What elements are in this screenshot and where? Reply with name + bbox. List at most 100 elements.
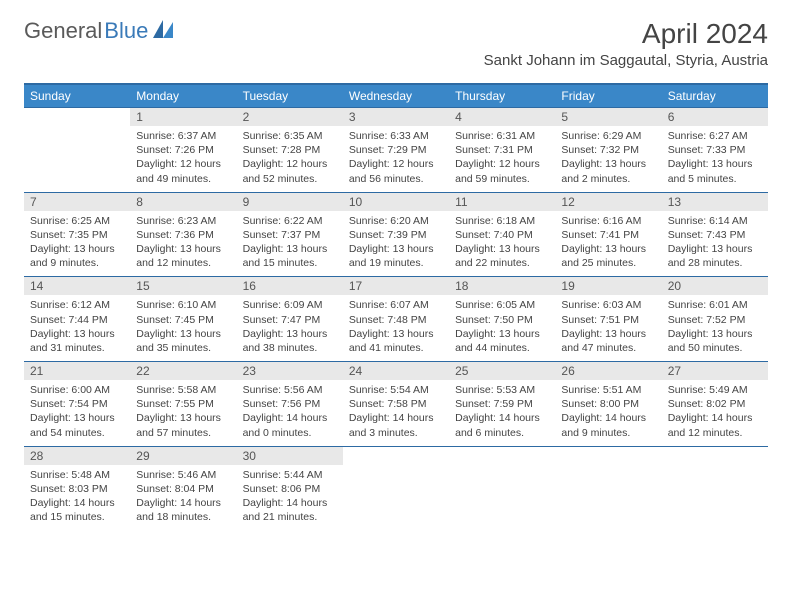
day-detail-cell: Sunrise: 6:09 AMSunset: 7:47 PMDaylight:… — [237, 295, 343, 361]
day-detail-cell — [555, 465, 661, 531]
day-detail-cell: Sunrise: 6:37 AMSunset: 7:26 PMDaylight:… — [130, 126, 236, 192]
day-number-cell: 29 — [130, 446, 236, 465]
day-detail-cell: Sunrise: 6:14 AMSunset: 7:43 PMDaylight:… — [662, 211, 768, 277]
day-detail-cell — [343, 465, 449, 531]
sunset-text: Sunset: 7:28 PM — [243, 143, 337, 157]
daylight-text: Daylight: 14 hours and 0 minutes. — [243, 411, 337, 439]
sunrise-text: Sunrise: 6:37 AM — [136, 129, 230, 143]
daylight-text: Daylight: 13 hours and 9 minutes. — [30, 242, 124, 270]
day-detail-cell: Sunrise: 6:18 AMSunset: 7:40 PMDaylight:… — [449, 211, 555, 277]
daylight-text: Daylight: 14 hours and 18 minutes. — [136, 496, 230, 524]
day-number-cell: 17 — [343, 277, 449, 296]
day-detail-cell: Sunrise: 6:20 AMSunset: 7:39 PMDaylight:… — [343, 211, 449, 277]
day-detail-cell: Sunrise: 6:35 AMSunset: 7:28 PMDaylight:… — [237, 126, 343, 192]
daylight-text: Daylight: 13 hours and 31 minutes. — [30, 327, 124, 355]
daylight-text: Daylight: 13 hours and 57 minutes. — [136, 411, 230, 439]
day-number-cell: 9 — [237, 192, 343, 211]
day-detail-cell: Sunrise: 6:07 AMSunset: 7:48 PMDaylight:… — [343, 295, 449, 361]
sunrise-text: Sunrise: 5:56 AM — [243, 383, 337, 397]
day-number-cell: 14 — [24, 277, 130, 296]
day-detail-row: Sunrise: 6:37 AMSunset: 7:26 PMDaylight:… — [24, 126, 768, 192]
day-number-cell: 20 — [662, 277, 768, 296]
day-number-cell: 10 — [343, 192, 449, 211]
sunset-text: Sunset: 7:40 PM — [455, 228, 549, 242]
day-detail-row: Sunrise: 5:48 AMSunset: 8:03 PMDaylight:… — [24, 465, 768, 531]
day-detail-cell: Sunrise: 5:49 AMSunset: 8:02 PMDaylight:… — [662, 380, 768, 446]
sunrise-text: Sunrise: 6:09 AM — [243, 298, 337, 312]
weekday-header: Thursday — [449, 84, 555, 108]
sunrise-text: Sunrise: 5:53 AM — [455, 383, 549, 397]
day-number-cell: 11 — [449, 192, 555, 211]
sunrise-text: Sunrise: 6:00 AM — [30, 383, 124, 397]
sunrise-text: Sunrise: 6:27 AM — [668, 129, 762, 143]
sunset-text: Sunset: 7:29 PM — [349, 143, 443, 157]
sunrise-text: Sunrise: 6:31 AM — [455, 129, 549, 143]
sunrise-text: Sunrise: 6:12 AM — [30, 298, 124, 312]
day-detail-cell: Sunrise: 6:33 AMSunset: 7:29 PMDaylight:… — [343, 126, 449, 192]
day-detail-row: Sunrise: 6:25 AMSunset: 7:35 PMDaylight:… — [24, 211, 768, 277]
day-number-cell — [24, 108, 130, 127]
sunset-text: Sunset: 7:37 PM — [243, 228, 337, 242]
sunset-text: Sunset: 7:31 PM — [455, 143, 549, 157]
brand-general: General — [24, 18, 102, 44]
day-number-cell: 2 — [237, 108, 343, 127]
day-detail-cell: Sunrise: 5:54 AMSunset: 7:58 PMDaylight:… — [343, 380, 449, 446]
sunrise-text: Sunrise: 6:14 AM — [668, 214, 762, 228]
sunrise-text: Sunrise: 6:05 AM — [455, 298, 549, 312]
day-detail-cell: Sunrise: 6:22 AMSunset: 7:37 PMDaylight:… — [237, 211, 343, 277]
daylight-text: Daylight: 13 hours and 50 minutes. — [668, 327, 762, 355]
sunset-text: Sunset: 8:04 PM — [136, 482, 230, 496]
day-number-row: 78910111213 — [24, 192, 768, 211]
sunset-text: Sunset: 8:06 PM — [243, 482, 337, 496]
day-number-cell: 18 — [449, 277, 555, 296]
day-number-cell: 19 — [555, 277, 661, 296]
day-number-cell: 13 — [662, 192, 768, 211]
day-detail-cell: Sunrise: 5:56 AMSunset: 7:56 PMDaylight:… — [237, 380, 343, 446]
sunset-text: Sunset: 7:58 PM — [349, 397, 443, 411]
day-number-cell: 26 — [555, 362, 661, 381]
day-number-row: 282930 — [24, 446, 768, 465]
weekday-header: Wednesday — [343, 84, 449, 108]
sunrise-text: Sunrise: 5:54 AM — [349, 383, 443, 397]
sunrise-text: Sunrise: 6:18 AM — [455, 214, 549, 228]
day-detail-cell: Sunrise: 6:10 AMSunset: 7:45 PMDaylight:… — [130, 295, 236, 361]
brand-mark-icon — [153, 20, 175, 43]
sunset-text: Sunset: 7:41 PM — [561, 228, 655, 242]
daylight-text: Daylight: 14 hours and 6 minutes. — [455, 411, 549, 439]
day-number-cell: 1 — [130, 108, 236, 127]
sunrise-text: Sunrise: 5:46 AM — [136, 468, 230, 482]
sunset-text: Sunset: 7:59 PM — [455, 397, 549, 411]
weekday-header: Saturday — [662, 84, 768, 108]
daylight-text: Daylight: 12 hours and 59 minutes. — [455, 157, 549, 185]
day-detail-cell: Sunrise: 5:46 AMSunset: 8:04 PMDaylight:… — [130, 465, 236, 531]
day-number-cell — [662, 446, 768, 465]
sunset-text: Sunset: 8:02 PM — [668, 397, 762, 411]
sunrise-text: Sunrise: 6:10 AM — [136, 298, 230, 312]
title-block: April 2024 Sankt Johann im Saggautal, St… — [484, 18, 768, 69]
brand-logo: General Blue — [24, 18, 175, 44]
day-number-cell — [449, 446, 555, 465]
day-number-cell: 5 — [555, 108, 661, 127]
sunset-text: Sunset: 8:03 PM — [30, 482, 124, 496]
sunset-text: Sunset: 7:51 PM — [561, 313, 655, 327]
sunset-text: Sunset: 7:35 PM — [30, 228, 124, 242]
day-number-cell: 22 — [130, 362, 236, 381]
daylight-text: Daylight: 12 hours and 49 minutes. — [136, 157, 230, 185]
day-detail-cell: Sunrise: 5:58 AMSunset: 7:55 PMDaylight:… — [130, 380, 236, 446]
sunrise-text: Sunrise: 5:51 AM — [561, 383, 655, 397]
day-number-cell: 8 — [130, 192, 236, 211]
daylight-text: Daylight: 14 hours and 15 minutes. — [30, 496, 124, 524]
sunrise-text: Sunrise: 6:29 AM — [561, 129, 655, 143]
day-detail-cell: Sunrise: 6:01 AMSunset: 7:52 PMDaylight:… — [662, 295, 768, 361]
sunrise-text: Sunrise: 6:22 AM — [243, 214, 337, 228]
day-number-cell: 27 — [662, 362, 768, 381]
daylight-text: Daylight: 13 hours and 15 minutes. — [243, 242, 337, 270]
weekday-header: Sunday — [24, 84, 130, 108]
day-number-cell: 6 — [662, 108, 768, 127]
sunset-text: Sunset: 7:45 PM — [136, 313, 230, 327]
day-number-cell: 16 — [237, 277, 343, 296]
sunset-text: Sunset: 7:43 PM — [668, 228, 762, 242]
sunrise-text: Sunrise: 5:44 AM — [243, 468, 337, 482]
sunrise-text: Sunrise: 6:07 AM — [349, 298, 443, 312]
day-detail-cell: Sunrise: 5:51 AMSunset: 8:00 PMDaylight:… — [555, 380, 661, 446]
